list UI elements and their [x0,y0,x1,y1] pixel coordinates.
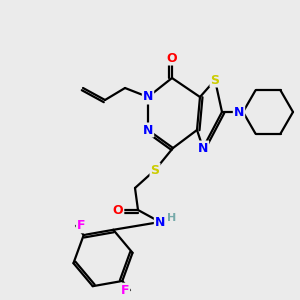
Text: N: N [155,215,165,229]
Text: O: O [167,52,177,64]
Text: N: N [143,91,153,103]
Text: N: N [143,124,153,136]
Text: S: S [211,74,220,86]
Text: N: N [198,142,208,154]
Text: S: S [151,164,160,176]
Text: F: F [77,219,85,232]
Text: H: H [167,213,177,223]
Text: N: N [234,106,244,118]
Text: O: O [113,203,123,217]
Text: F: F [121,284,129,297]
